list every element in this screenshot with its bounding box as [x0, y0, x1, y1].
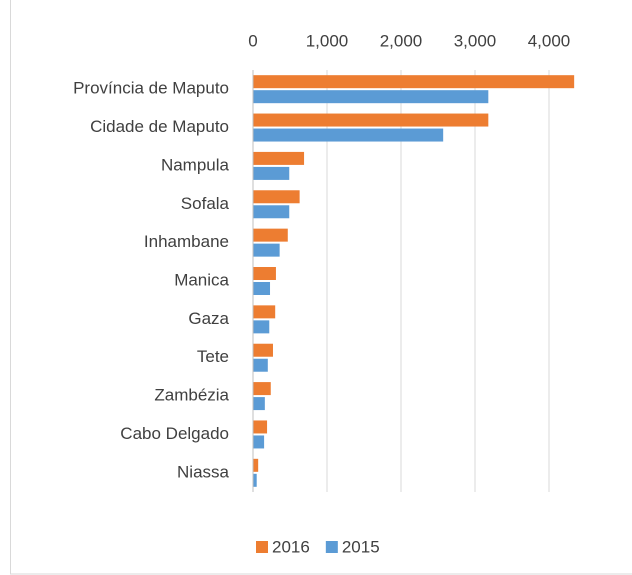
- bar: [253, 435, 265, 449]
- legend-label: 2015: [342, 537, 380, 556]
- y-tick-label: Manica: [174, 270, 229, 289]
- bar: [253, 151, 305, 165]
- bar: [253, 320, 270, 334]
- bar: [253, 228, 288, 242]
- bar: [253, 128, 444, 142]
- bar: [253, 397, 265, 411]
- y-tick-label: Província de Maputo: [73, 79, 229, 98]
- legend-label: 2016: [272, 537, 310, 556]
- y-tick-label: Inhambane: [144, 232, 229, 251]
- y-tick-label: Nampula: [161, 155, 230, 174]
- y-tick-label: Niassa: [177, 462, 230, 481]
- bar: [253, 205, 290, 219]
- bar: [253, 75, 575, 89]
- x-tick-label: 4,000: [528, 31, 571, 50]
- bar: [253, 473, 257, 487]
- y-tick-label: Tete: [197, 347, 229, 366]
- bar: [253, 305, 276, 319]
- bar: [253, 382, 271, 396]
- x-tick-label: 1,000: [306, 31, 349, 50]
- x-tick-label: 2,000: [380, 31, 423, 50]
- y-tick-label: Cidade de Maputo: [90, 117, 229, 136]
- bar: [253, 166, 290, 180]
- bar: [253, 420, 268, 434]
- bar: [253, 113, 489, 127]
- bar: [253, 343, 273, 357]
- y-tick-label: Cabo Delgado: [120, 424, 229, 443]
- y-tick-label: Zambézia: [154, 386, 229, 405]
- bar: [253, 243, 280, 257]
- bar: [253, 358, 268, 372]
- bar: [253, 267, 276, 280]
- bar: [253, 282, 271, 295]
- x-tick-label: 0: [248, 31, 257, 50]
- chart-frame: [10, 0, 632, 575]
- bar: [253, 90, 489, 104]
- y-tick-label: Gaza: [188, 309, 229, 328]
- x-tick-label: 3,000: [454, 31, 497, 50]
- y-tick-label: Sofala: [181, 194, 230, 213]
- legend-swatch: [256, 541, 268, 553]
- bar: [253, 190, 300, 204]
- legend-swatch: [325, 541, 338, 553]
- bar: [253, 458, 259, 472]
